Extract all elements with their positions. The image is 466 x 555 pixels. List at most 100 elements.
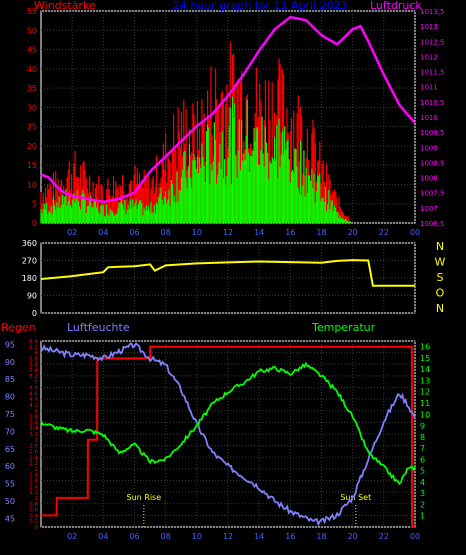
wind-axis-title: Windstärke: [34, 0, 96, 12]
rain-tick-label: 3.8: [29, 415, 38, 421]
time-tick-label: 00: [410, 228, 420, 237]
rain-tick-label: 4.6: [29, 391, 38, 397]
pressure-tick-label: 1008: [420, 175, 438, 183]
compass-label: W: [435, 256, 446, 269]
time-tick-label: 02: [67, 228, 77, 237]
humidity-tick-label: 80: [5, 393, 15, 402]
wind-tick-label: 25: [27, 123, 37, 132]
wind-tick-label: 0: [32, 219, 37, 228]
humidity-tick-label: 70: [5, 427, 15, 436]
time-tick-label: 06: [129, 532, 139, 541]
rain-tick-label: 2: [35, 467, 39, 473]
rain-tick-label: 5: [35, 380, 39, 386]
time-tick-label: 22: [379, 532, 389, 541]
sun-event-label: Sun Rise: [127, 493, 162, 502]
pressure-tick-label: 1011,5: [420, 69, 445, 77]
time-tick-label: 06: [129, 228, 139, 237]
wind-direction-line: [40, 259, 415, 287]
direction-tick-label: 360: [22, 239, 37, 248]
humidity-tick-label: 50: [5, 497, 15, 506]
humidity-tick-label: 65: [5, 445, 15, 454]
compass-label: S: [437, 271, 444, 284]
time-tick-label: 18: [316, 228, 326, 237]
rain-line: [41, 345, 415, 528]
rain-tick-label: 1.8: [29, 473, 38, 479]
rain-tick-label: 0.6: [29, 508, 38, 514]
humidity-line: [40, 342, 416, 527]
wind-tick-label: 55: [27, 7, 37, 16]
time-tick-label: 04: [98, 532, 108, 541]
rain-axis-title: Regen: [1, 321, 36, 334]
temperature-tick-label: 5: [420, 467, 425, 476]
compass-label: N: [436, 302, 444, 315]
rain-tick-label: 2.2: [29, 461, 38, 467]
rain-tick-label: 4.8: [29, 386, 38, 392]
pressure-tick-label: 1008,5: [420, 159, 445, 167]
temperature-axis-title: Temperatur: [311, 321, 376, 334]
temperature-tick-label: 12: [420, 388, 430, 397]
wind-tick-label: 15: [27, 161, 37, 170]
pressure-tick-label: 1010: [420, 114, 438, 122]
pressure-tick-label: 1010,5: [420, 99, 445, 107]
temperature-tick-label: 13: [420, 376, 430, 385]
rain-tick-label: 4.4: [29, 397, 38, 403]
humidity-axis-title: Luftfeuchte: [67, 321, 130, 334]
pressure-axis-title: Luftdruck: [370, 0, 422, 12]
rain-tick-label: 2.8: [29, 444, 38, 450]
temperature-tick-label: 16: [420, 343, 430, 352]
temperature-tick-label: 7: [420, 444, 425, 453]
pressure-tick-label: 1013: [420, 23, 438, 31]
chart-title: 24 hour graph for 11 April 2023: [173, 0, 348, 12]
rain-humidity-temperature-panel: Regen Luftfeuchte Temperatur 00.20.40.60…: [1, 321, 430, 541]
rain-tick-label: 2.6: [29, 449, 38, 455]
temperature-tick-label: 3: [420, 489, 425, 498]
rain-tick-label: 6: [35, 351, 39, 357]
wind-pressure-panel: Windstärke 24 hour graph for 11 April 20…: [27, 0, 445, 237]
wind-tick-label: 20: [27, 142, 37, 151]
rain-tick-label: 1.2: [29, 490, 38, 496]
pressure-tick-label: 1009: [420, 144, 438, 152]
time-tick-label: 10: [192, 228, 202, 237]
humidity-tick-label: 75: [5, 410, 15, 419]
humidity-tick-label: 60: [5, 462, 15, 471]
wind-tick-label: 30: [27, 103, 37, 112]
temperature-tick-label: 9: [420, 422, 425, 431]
time-tick-label: 08: [161, 228, 171, 237]
wind-tick-label: 35: [27, 84, 37, 93]
temperature-tick-label: 10: [420, 410, 430, 419]
pressure-tick-label: 1009,5: [420, 129, 445, 137]
humidity-tick-label: 55: [5, 480, 15, 489]
time-tick-label: 04: [98, 228, 108, 237]
time-tick-label: 18: [316, 532, 326, 541]
wind-tick-label: 10: [27, 180, 37, 189]
rain-tick-label: 3: [35, 438, 39, 444]
time-tick-label: 14: [254, 228, 264, 237]
time-tick-label: 20: [348, 228, 358, 237]
pressure-tick-label: 1006,5: [420, 220, 445, 228]
time-tick-label: 16: [285, 532, 295, 541]
rain-tick-label: 5.8: [29, 356, 38, 362]
time-tick-label: 20: [348, 532, 358, 541]
time-tick-label: 00: [410, 532, 420, 541]
wind-tick-label: 50: [27, 26, 37, 35]
humidity-tick-label: 45: [5, 514, 15, 523]
rain-tick-label: 0.8: [29, 502, 38, 508]
direction-tick-label: 270: [22, 257, 37, 266]
pressure-tick-label: 1012,5: [420, 38, 445, 46]
direction-tick-label: 90: [27, 292, 37, 301]
time-tick-label: 02: [67, 532, 77, 541]
rain-tick-label: 0.4: [29, 513, 38, 519]
compass-label: O: [436, 287, 445, 300]
wind-tick-label: 5: [32, 200, 37, 209]
rain-tick-label: 5.6: [29, 362, 38, 368]
humidity-tick-label: 85: [5, 375, 15, 384]
rain-tick-label: 0.2: [29, 519, 38, 525]
pressure-tick-label: 1011: [420, 84, 438, 92]
temperature-line: [40, 361, 416, 486]
temperature-tick-label: 1: [420, 512, 425, 521]
pressure-line: [40, 15, 416, 204]
time-tick-label: 22: [379, 228, 389, 237]
rain-tick-label: 4.2: [29, 403, 38, 409]
temperature-tick-label: 6: [420, 455, 425, 464]
